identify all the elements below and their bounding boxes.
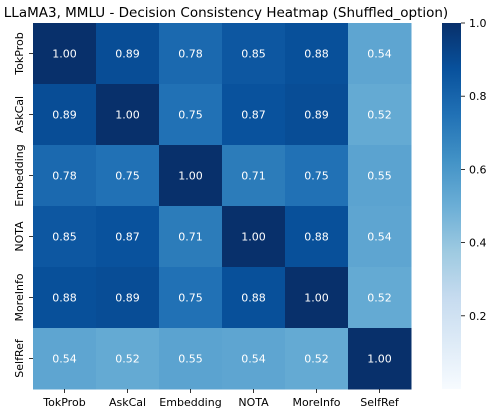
y-tick-label: TokProb [13,32,26,75]
colorbar-tick-label: 0.8 [469,90,487,103]
heatmap-cell [96,267,160,329]
cell-value-label: 1.00 [52,48,77,61]
heatmap-cell [222,328,286,390]
heatmap-cell [96,23,160,85]
heatmap-cell [285,328,349,390]
x-tick-label: MoreInfo [292,396,340,409]
cell-value-label: 0.75 [178,292,203,305]
colorbar-tick-label: 0.4 [469,237,487,250]
heatmap-cell [285,145,349,207]
cell-value-label: 0.52 [304,353,329,366]
heatmap-cell [33,145,97,207]
cell-value-label: 0.87 [241,109,266,122]
cell-value-label: 0.89 [115,292,140,305]
x-tick-label: NOTA [238,396,269,409]
heatmap-cell [33,328,97,390]
heatmap-cell [33,84,97,146]
heatmap-cells: 1.00 0.89 0.78 0.85 0.88 0.54 0.89 1.00 0.75 0.87… [33,23,412,390]
heatmap-cell [285,267,349,329]
cell-value-label: 0.85 [52,231,77,244]
heatmap-cell [33,206,97,268]
cell-value-label: 0.52 [115,353,140,366]
x-axis: TokProb AskCal Embedding NOTA MoreInfo SelfRe… [42,389,400,409]
colorbar-tick-label: 1.0 [469,17,487,30]
heatmap-cell [159,23,223,85]
heatmap-cell [348,84,412,146]
x-tick-label: Embedding [159,396,221,409]
x-tick-label: TokProb [42,396,85,409]
cell-value-label: 0.54 [52,353,77,366]
cell-value-label: 0.88 [304,231,329,244]
heatmap-cell [159,206,223,268]
cell-value-label: 1.00 [178,170,203,183]
heatmap-cell [222,206,286,268]
heatmap-cell [348,328,412,390]
x-tick-label: SelfRef [360,396,400,409]
heatmap-cell [348,145,412,207]
cell-value-label: 1.00 [367,353,392,366]
cell-value-label: 0.89 [52,109,77,122]
y-tick-label: SelfRef [13,338,26,378]
heatmap-cell [96,328,160,390]
cell-value-label: 0.71 [241,170,266,183]
cell-value-label: 0.55 [367,170,392,183]
colorbar-gradient [442,23,461,389]
cell-value-label: 0.85 [241,48,266,61]
cell-value-label: 0.54 [367,48,392,61]
heatmap-cell [348,267,412,329]
cell-value-label: 0.87 [115,231,140,244]
heatmap-cell [222,84,286,146]
heatmap-cell [348,23,412,85]
cell-value-label: 0.88 [52,292,77,305]
cell-value-label: 0.75 [304,170,329,183]
heatmap-cell [159,84,223,146]
cell-value-label: 0.88 [241,292,266,305]
cell-value-label: 0.71 [178,231,203,244]
colorbar: 0.2 0.4 0.6 0.8 1.0 [442,17,487,389]
y-tick-label: NOTA [13,221,26,252]
y-tick-label: AskCal [13,96,26,133]
heatmap-cell [348,206,412,268]
y-axis: TokProb AskCal Embedding NOTA MoreInfo SelfRe… [13,32,33,378]
heatmap-cell [159,328,223,390]
cell-value-label: 0.54 [241,353,266,366]
heatmap-cell [33,23,97,85]
cell-value-label: 0.78 [52,170,77,183]
heatmap-cell [96,84,160,146]
cell-value-label: 0.89 [115,48,140,61]
chart-title: LLaMA3, MMLU - Decision Consistency Heat… [4,5,448,21]
cell-value-label: 0.55 [178,353,203,366]
heatmap-cell [96,206,160,268]
cell-value-label: 0.89 [304,109,329,122]
colorbar-tick-label: 0.2 [469,310,487,323]
heatmap-cell [222,23,286,85]
cell-value-label: 1.00 [115,109,140,122]
cell-value-label: 0.52 [367,292,392,305]
heatmap-cell [159,267,223,329]
heatmap-cell [33,267,97,329]
cell-value-label: 0.75 [115,170,140,183]
cell-value-label: 1.00 [241,231,266,244]
cell-value-label: 0.78 [178,48,203,61]
x-tick-label: AskCal [109,396,146,409]
y-tick-label: Embedding [13,144,26,206]
heatmap-cell [285,23,349,85]
heatmap-cell [285,84,349,146]
cell-value-label: 0.54 [367,231,392,244]
heatmap-cell [222,145,286,207]
cell-value-label: 0.88 [304,48,329,61]
y-tick-label: MoreInfo [13,273,26,321]
heatmap-cell [96,145,160,207]
heatmap-cell [159,145,223,207]
cell-value-label: 1.00 [304,292,329,305]
cell-value-label: 0.75 [178,109,203,122]
heatmap-cell [222,267,286,329]
cell-value-label: 0.52 [367,109,392,122]
colorbar-tick-label: 0.6 [469,163,487,176]
heatmap-cell [285,206,349,268]
